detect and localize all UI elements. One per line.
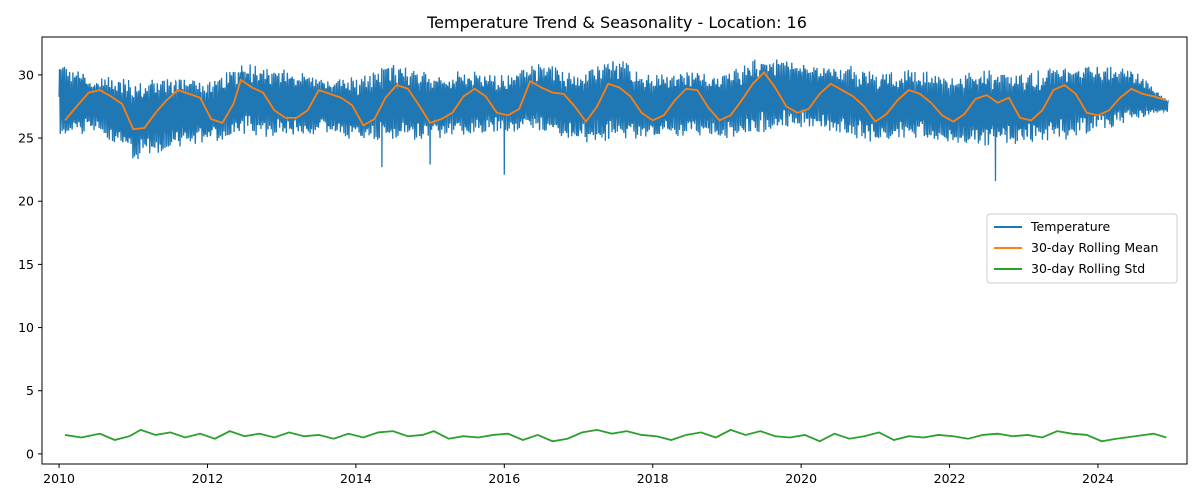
y-tick-label: 30 (18, 67, 34, 82)
y-tick-label: 25 (18, 131, 34, 146)
x-tick-label: 2014 (340, 471, 372, 486)
x-tick-label: 2016 (488, 471, 520, 486)
legend-label-temperature: Temperature (1030, 219, 1110, 234)
x-tick-label: 2012 (192, 471, 224, 486)
plot-frame (41, 36, 1188, 465)
series-temperature-line (58, 59, 1169, 182)
series-layer (58, 59, 1169, 443)
y-axis: 0 5 10 15 20 25 30 (18, 67, 42, 461)
y-tick-label: 15 (18, 257, 34, 272)
legend-label-rolling-mean: 30-day Rolling Mean (1031, 240, 1158, 255)
legend: Temperature 30-day Rolling Mean 30-day R… (986, 213, 1178, 284)
x-axis: 2010 2012 2014 2016 2018 2020 2022 2024 (43, 464, 1114, 486)
y-tick-label: 0 (26, 446, 34, 461)
x-tick-label: 2018 (637, 471, 669, 486)
legend-label-rolling-std: 30-day Rolling Std (1031, 261, 1145, 276)
y-tick-label: 5 (26, 383, 34, 398)
chart-title: Temperature Trend & Seasonality - Locati… (426, 13, 807, 32)
x-tick-label: 2010 (43, 471, 75, 486)
y-tick-label: 10 (18, 320, 34, 335)
series-rolling-std-line (64, 428, 1167, 443)
x-tick-label: 2020 (785, 471, 817, 486)
series-rolling-mean-line (64, 70, 1167, 131)
legend-frame (986, 213, 1178, 284)
x-tick-label: 2022 (934, 471, 966, 486)
x-tick-label: 2024 (1082, 471, 1114, 486)
y-tick-label: 20 (18, 194, 34, 209)
